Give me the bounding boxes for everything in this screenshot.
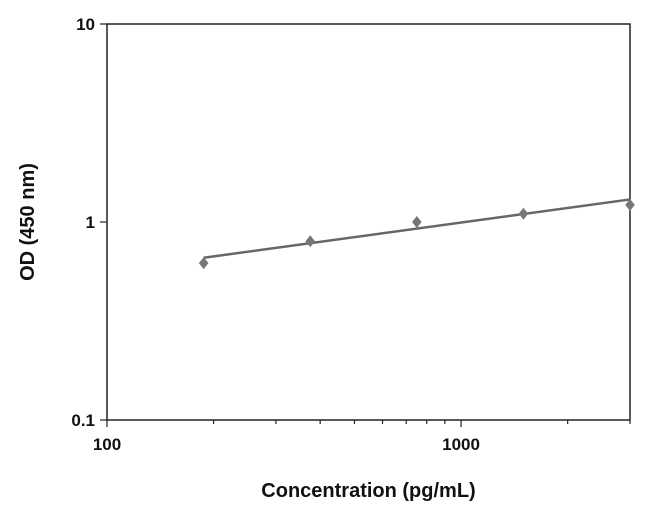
y-tick-label: 10: [76, 15, 95, 34]
y-tick-label: 0.1: [71, 411, 95, 430]
data-point: [518, 207, 529, 220]
data-points: [198, 198, 635, 270]
x-axis-tick-labels: 100 1000: [93, 435, 480, 454]
data-point: [305, 235, 316, 248]
data-point: [198, 257, 209, 270]
data-point: [625, 198, 635, 211]
y-axis-tick-labels: 0.1 1 10: [71, 15, 95, 430]
y-tick-label: 1: [86, 213, 95, 232]
x-axis-title: Concentration (pg/mL): [261, 480, 475, 502]
x-tick-label: 1000: [442, 435, 480, 454]
x-axis-ticks: [106, 420, 631, 427]
y-axis-ticks: [100, 23, 107, 421]
data-point: [412, 216, 422, 228]
plot-area-frame: [106, 23, 631, 421]
trend-line: [203, 198, 631, 259]
x-tick-label: 100: [93, 435, 121, 454]
y-axis-title: OD (450 nm): [17, 163, 39, 281]
